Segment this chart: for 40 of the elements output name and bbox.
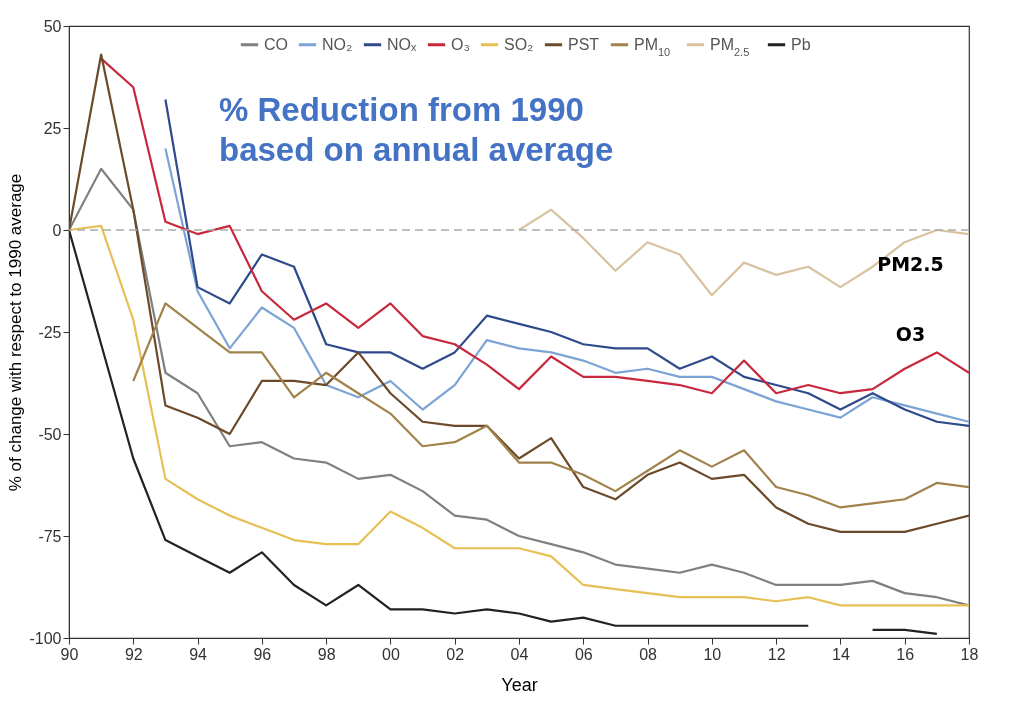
y-tick-label: -50: [38, 425, 62, 443]
x-tick-label: 00: [382, 645, 400, 663]
legend-label: PM$_{10}$: [634, 35, 671, 58]
y-axis-title: % of change with respect to 1990 average: [6, 173, 26, 492]
y-tick-label: 0: [52, 221, 62, 239]
legend-label: NO₂: [322, 35, 353, 53]
legend-label: CO: [264, 35, 288, 53]
x-tick-label: 98: [317, 645, 336, 663]
line-series: [132, 302, 969, 509]
legend-label: SO₂: [504, 35, 534, 53]
y-tick-label: 50: [43, 17, 62, 35]
x-tick-label: 08: [639, 645, 658, 663]
x-tick-label: 14: [832, 645, 850, 663]
text: % Reduction from 1990 based on annual average: [219, 91, 614, 168]
line-series: [164, 98, 969, 427]
line-series: [517, 208, 969, 297]
x-tick-label: 18: [960, 645, 979, 663]
x-tick-label: 10: [703, 645, 722, 663]
y-tick-label: -75: [38, 527, 62, 545]
x-tick-label: 06: [574, 645, 593, 663]
x-tick-label: 90: [60, 645, 79, 663]
x-tick-label: 12: [767, 645, 786, 663]
y-tick-label: -100: [29, 629, 62, 647]
legend-label: PM$_{2.5}$: [710, 35, 750, 58]
x-tick-label: 96: [253, 645, 272, 663]
x-axis-title: Year: [501, 674, 538, 695]
legend-label: Pb: [791, 35, 811, 53]
legend-label: NOₓ: [387, 35, 417, 53]
x-tick-label: 94: [189, 645, 208, 663]
legend-label: PST: [568, 35, 600, 53]
legend-label: O₃: [451, 35, 470, 53]
y-tick-label: 25: [43, 119, 62, 137]
y-tick-label: -25: [38, 323, 62, 341]
annotation: PM2.5: [877, 252, 944, 275]
line-series: [100, 57, 969, 395]
x-tick-label: 92: [124, 645, 143, 663]
annotation: O3: [895, 323, 926, 346]
x-tick-label: 02: [446, 645, 465, 663]
x-tick-label: 16: [896, 645, 915, 663]
x-tick-label: 04: [510, 645, 529, 663]
